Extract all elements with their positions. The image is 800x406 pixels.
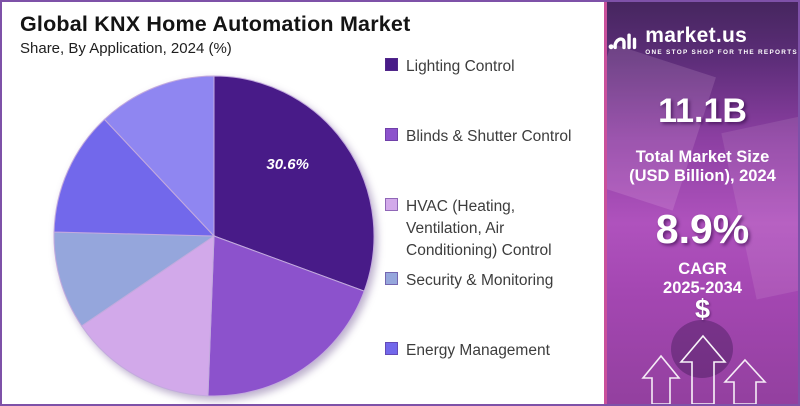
pie-slice-3: [80, 235, 215, 397]
cagr-label-line1: CAGR: [678, 260, 727, 278]
dollar-symbol: $: [694, 294, 711, 324]
brand-name: market.us: [645, 24, 748, 47]
cagr-label-line2: 2025-2034: [663, 278, 742, 297]
page-subtitle: Share, By Application, 2024 (%): [20, 40, 232, 57]
legend-label: Lighting Control: [406, 58, 515, 75]
legend-label: HVAC (Heating, Ventilation, Air Conditio…: [406, 198, 552, 259]
legend-item: Energy Management: [385, 340, 585, 362]
market-size-value: 11.1B: [658, 92, 747, 130]
pie-chart: 30.6%: [53, 75, 375, 397]
stats-sidebar: market.us ONE STOP SHOP FOR THE REPORTS …: [604, 2, 798, 404]
market-size-label-line2: (USD Billion), 2024: [629, 166, 776, 185]
legend-item: Lighting Control: [385, 56, 585, 78]
legend-label: Security & Monitoring: [406, 272, 554, 289]
market-size-label-line1: Total Market Size: [635, 148, 770, 166]
brand-text: market.us ONE STOP SHOP FOR THE REPORTS: [645, 24, 798, 56]
legend-label: Blinds & Shutter Control: [406, 128, 572, 145]
market-size-label: Total Market Size (USD Billion), 2024: [607, 148, 798, 186]
page-title: Global KNX Home Automation Market: [20, 12, 411, 36]
pie-slice-5: [53, 118, 216, 237]
cagr-value: 8.9%: [655, 206, 750, 252]
legend-swatch-icon: [385, 128, 398, 141]
legend-item: Blinds & Shutter Control: [385, 126, 585, 148]
chart-legend: Lighting Control Blinds & Shutter Control…: [385, 56, 585, 362]
legend-item: Security & Monitoring: [385, 270, 585, 292]
legend-swatch-icon: [385, 198, 398, 211]
brand-row: market.us ONE STOP SHOP FOR THE REPORTS: [607, 22, 798, 58]
legend-swatch-icon: [385, 58, 398, 71]
pie-slice-2: [207, 235, 365, 397]
legend-swatch-icon: [385, 342, 398, 355]
pie-slice-1: [213, 75, 375, 292]
pie-slice-4: [53, 231, 216, 327]
legend-item: HVAC (Heating, Ventilation, Air Conditio…: [385, 196, 585, 262]
pie-data-label: 30.6%: [266, 156, 309, 173]
legend-label: Energy Management: [406, 342, 550, 359]
marketus-logo-icon: [608, 33, 637, 50]
chart-area: Global KNX Home Automation Market Share,…: [2, 2, 604, 404]
cagr-label: CAGR 2025-2034: [607, 260, 798, 298]
brand-tagline: ONE STOP SHOP FOR THE REPORTS: [645, 49, 798, 56]
pie-slice-6: [103, 75, 215, 238]
legend-swatch-icon: [385, 272, 398, 285]
growth-arrows-icon: [641, 334, 767, 404]
